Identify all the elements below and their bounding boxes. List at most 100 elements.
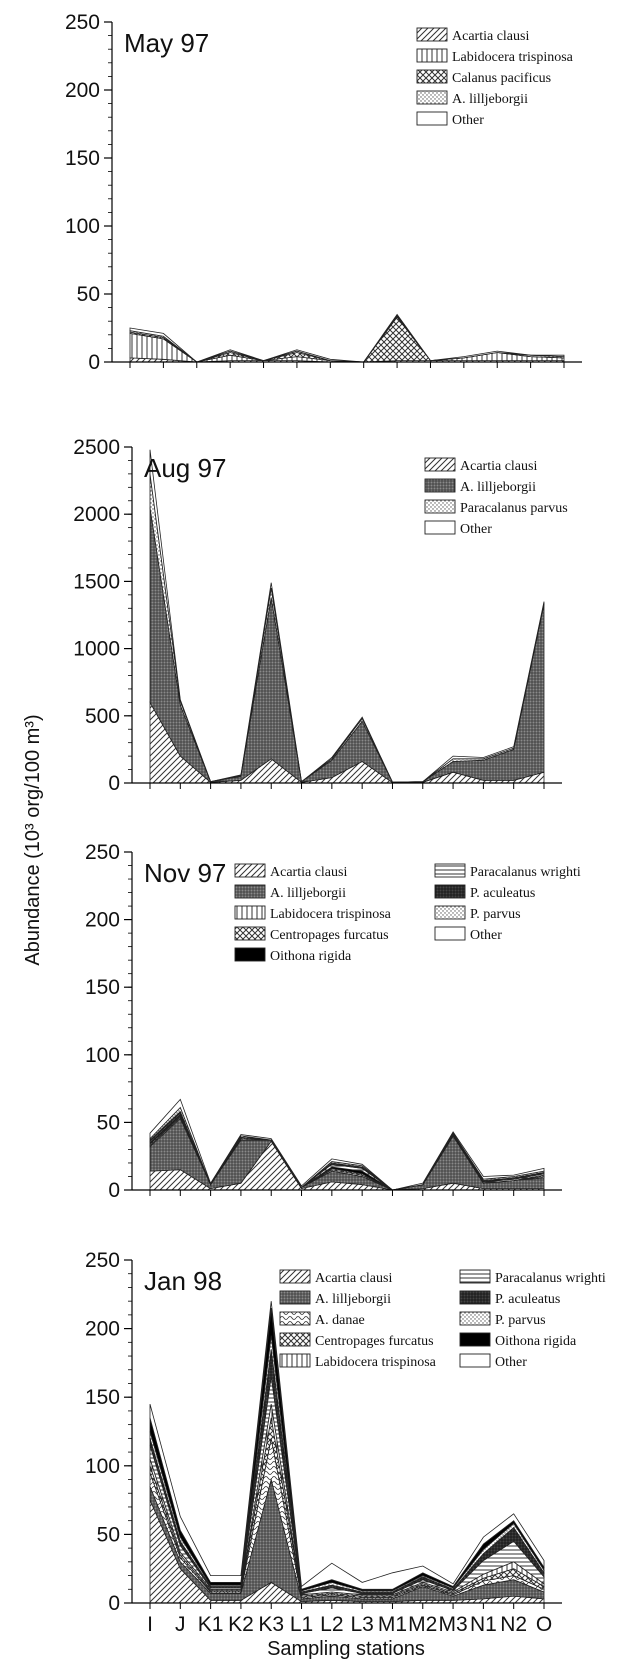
- legend-swatch: [234, 863, 266, 878]
- panel-title: Aug 97: [144, 453, 226, 483]
- legend-label: P. parvus: [495, 1313, 546, 1328]
- y-tick-label: 1500: [73, 570, 120, 593]
- legend-label: Labidocera trispinosa: [452, 50, 574, 65]
- x-tick-label: N1: [470, 1613, 497, 1636]
- y-tick-label: 50: [97, 1523, 120, 1546]
- y-tick-label: 0: [88, 351, 100, 374]
- y-axis-label: Abundance (10³ org/100 m³): [22, 714, 44, 965]
- legend-label: Other: [460, 522, 492, 537]
- legend-swatch: [459, 1269, 491, 1284]
- x-axis-label: Sampling stations: [267, 1638, 425, 1660]
- x-tick-label: L1: [290, 1613, 313, 1636]
- area-other: [149, 449, 545, 783]
- legend-swatch: [434, 884, 466, 899]
- legend-swatch: [459, 1332, 491, 1347]
- legend-swatch: [434, 926, 466, 941]
- legend-label: A. danae: [315, 1313, 365, 1328]
- legend-label: A. lilljeborgii: [452, 92, 528, 107]
- x-tick-label: M2: [408, 1613, 437, 1636]
- area-other: [149, 1098, 545, 1191]
- y-tick-label: 2500: [73, 436, 120, 459]
- x-tick-label: M1: [378, 1613, 407, 1636]
- legend-swatch: [416, 27, 448, 42]
- legend-label: Labidocera trispinosa: [315, 1355, 437, 1370]
- legend-swatch: [434, 863, 466, 878]
- y-tick-label: 200: [65, 79, 100, 102]
- x-tick-label: I: [147, 1613, 153, 1636]
- legend-label: P. aculeatus: [495, 1292, 560, 1307]
- legend-label: Acartia clausi: [270, 865, 347, 880]
- legend-label: A. lilljeborgii: [460, 480, 536, 495]
- legend-swatch: [459, 1311, 491, 1326]
- legend-swatch: [416, 90, 448, 105]
- y-tick-label: 250: [85, 841, 120, 864]
- y-tick-label: 0: [108, 772, 120, 795]
- x-tick-label: L3: [350, 1613, 373, 1636]
- legend-swatch: [279, 1311, 311, 1326]
- y-tick-label: 100: [85, 1044, 120, 1067]
- panel-title: Jan 98: [144, 1266, 222, 1296]
- y-tick-label: 250: [85, 1249, 120, 1272]
- y-tick-label: 150: [85, 976, 120, 999]
- area-other: [149, 1301, 545, 1590]
- y-tick-label: 50: [77, 283, 100, 306]
- legend-swatch: [279, 1353, 311, 1368]
- panel-title: Nov 97: [144, 858, 226, 888]
- legend-swatch: [234, 884, 266, 899]
- area-other: [129, 313, 565, 363]
- legend-swatch: [234, 905, 266, 920]
- legend-label: Acartia clausi: [315, 1271, 392, 1286]
- legend-label: A. lilljeborgii: [270, 886, 346, 901]
- legend-swatch: [424, 478, 456, 493]
- x-tick-label: M3: [438, 1613, 467, 1636]
- x-tick-label: N2: [500, 1613, 527, 1636]
- legend-swatch: [279, 1332, 311, 1347]
- y-tick-label: 1000: [73, 638, 120, 661]
- x-tick-label: K3: [258, 1613, 284, 1636]
- legend-label: Paracalanus parvus: [460, 501, 568, 516]
- legend-label: Other: [470, 928, 502, 943]
- y-tick-label: 100: [65, 215, 100, 238]
- legend-swatch: [234, 926, 266, 941]
- legend-label: Paracalanus wrighti: [470, 865, 581, 880]
- y-tick-label: 2000: [73, 503, 120, 526]
- legend-label: Acartia clausi: [452, 29, 529, 44]
- legend-swatch: [424, 499, 456, 514]
- y-tick-label: 100: [85, 1455, 120, 1478]
- y-tick-label: 200: [85, 1318, 120, 1341]
- legend-swatch: [234, 947, 266, 962]
- x-tick-label: J: [175, 1613, 186, 1636]
- legend-swatch: [416, 111, 448, 126]
- legend-swatch: [416, 48, 448, 63]
- y-tick-label: 0: [108, 1592, 120, 1615]
- legend-label: P. aculeatus: [470, 886, 535, 901]
- legend-label: Acartia clausi: [460, 459, 537, 474]
- legend-label: Other: [452, 113, 484, 128]
- y-tick-label: 200: [85, 909, 120, 932]
- x-tick-label: O: [536, 1613, 552, 1636]
- legend-swatch: [416, 69, 448, 84]
- legend-label: Other: [495, 1355, 527, 1370]
- y-tick-label: 50: [97, 1111, 120, 1134]
- legend-label: Paracalanus wrighti: [495, 1271, 606, 1286]
- area-p-aculeatus: [149, 1349, 545, 1594]
- y-tick-label: 150: [85, 1386, 120, 1409]
- x-tick-label: L2: [320, 1613, 343, 1636]
- legend-label: Labidocera trispinosa: [270, 907, 392, 922]
- area-labidocera-trispinosa: [129, 332, 565, 363]
- panel-title: May 97: [124, 28, 209, 58]
- legend-label: A. lilljeborgii: [315, 1292, 391, 1307]
- legend-label: P. parvus: [470, 907, 521, 922]
- legend-swatch: [459, 1353, 491, 1368]
- x-tick-label: K2: [228, 1613, 254, 1636]
- legend-label: Centropages furcatus: [315, 1334, 434, 1349]
- area-oithona-rigida: [149, 1307, 545, 1592]
- legend-swatch: [424, 457, 456, 472]
- y-tick-label: 500: [85, 705, 120, 728]
- legend-swatch: [424, 520, 456, 535]
- legend-swatch: [279, 1290, 311, 1305]
- area-paracalanus-parvus: [149, 473, 545, 783]
- legend-label: Calanus pacificus: [452, 71, 551, 86]
- panel-3: 0 50 100 150 200 250 I J K1 K2 K3 L1 L2 L3 M1 M2 M3 N1 N2 O…: [85, 1249, 606, 1636]
